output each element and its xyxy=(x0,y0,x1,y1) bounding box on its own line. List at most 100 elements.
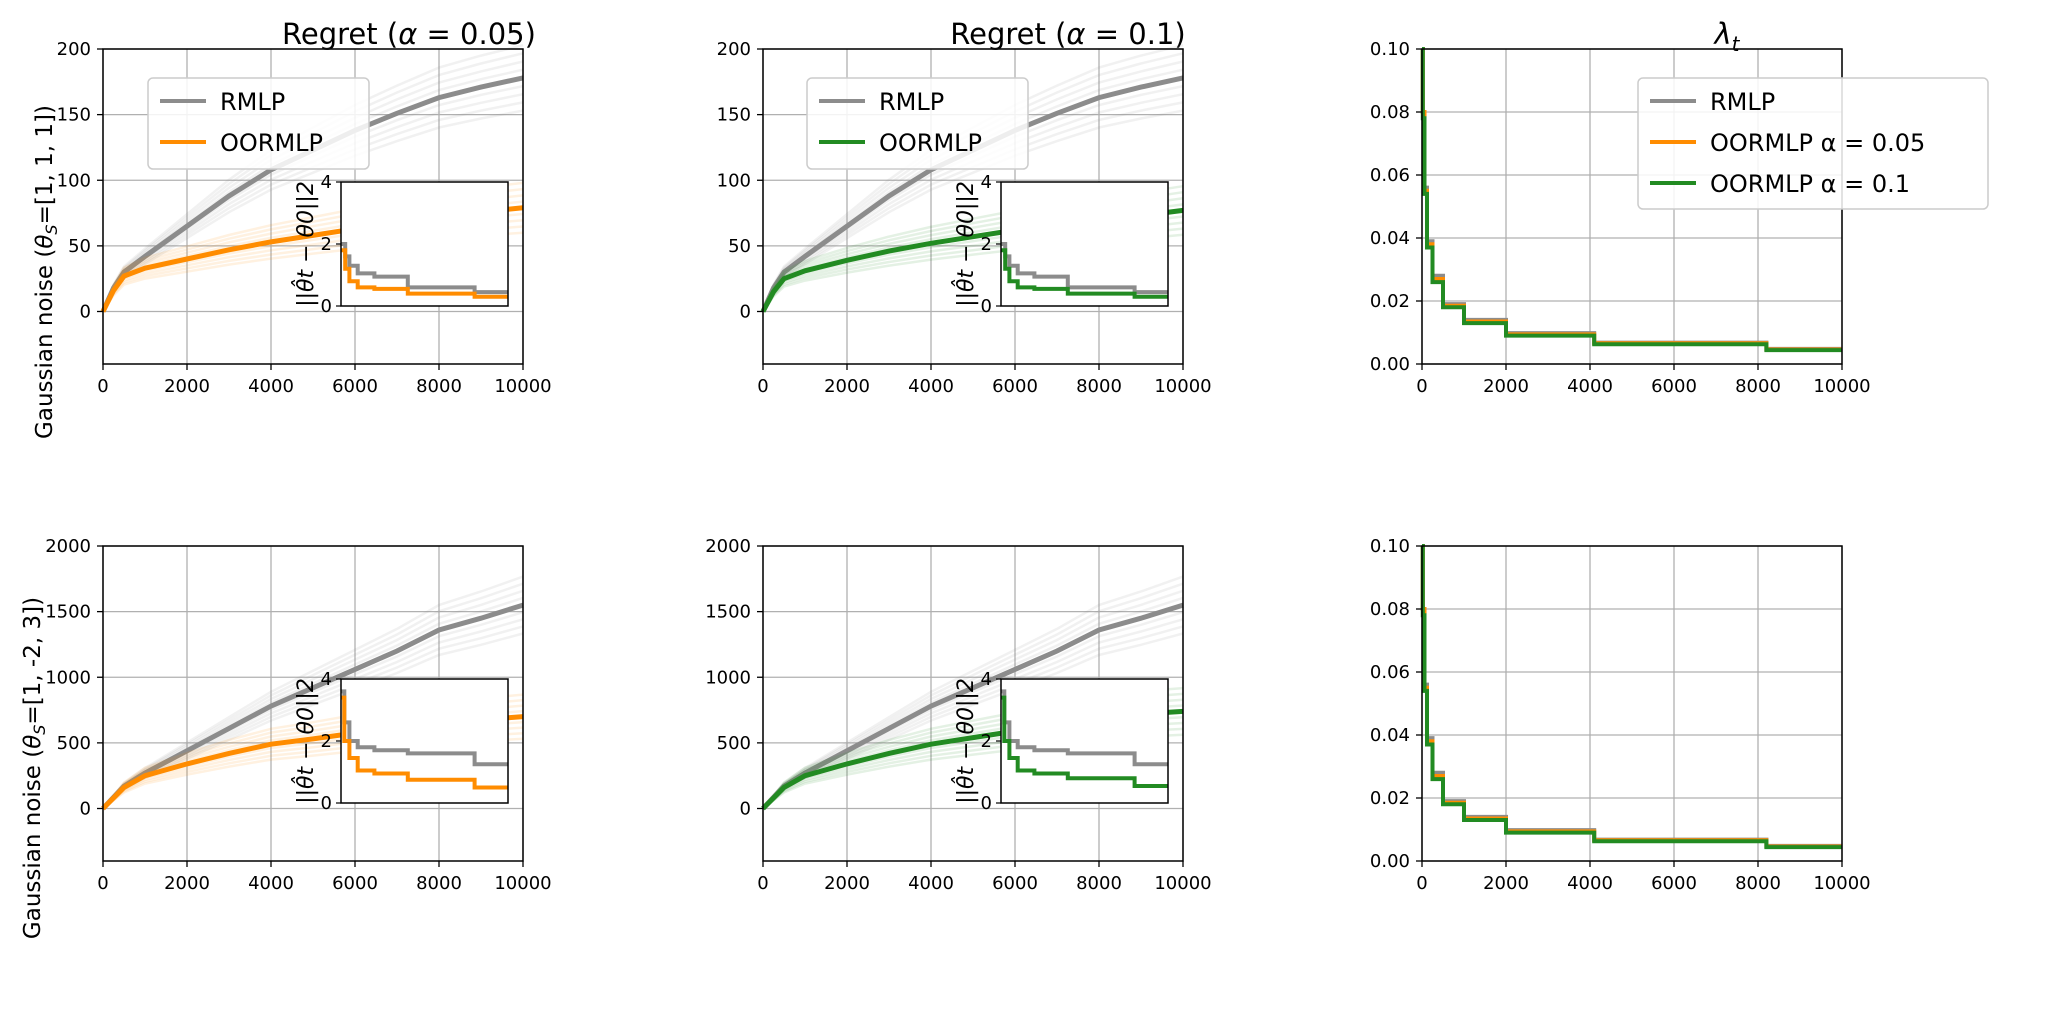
x-tick-label: 2000 xyxy=(824,873,870,894)
x-tick-label: 2000 xyxy=(164,376,210,397)
inset-y-label: ||θ̂t − θ0||2 xyxy=(952,678,979,804)
x-tick-label: 0 xyxy=(1416,873,1427,894)
y-tick-label: 0 xyxy=(80,799,91,820)
y-tick-label: 2000 xyxy=(705,536,751,557)
inset-y-tick-label: 2 xyxy=(981,234,992,255)
y-tick-label: 500 xyxy=(717,733,751,754)
y-tick-label: 0.06 xyxy=(1370,165,1410,186)
x-tick-label: 10000 xyxy=(1813,376,1870,397)
axes-frame xyxy=(1421,545,1843,862)
inset-r0c1: 0 2 4||θ̂t − θ0||2 xyxy=(952,172,1169,317)
y-tick-label: 1500 xyxy=(45,602,91,623)
y-tick-label: 0.00 xyxy=(1370,851,1410,872)
x-tick-label: 4000 xyxy=(248,873,294,894)
panel-r0c2: 0 2000 4000 6000 8000 10000 0.00 0.02 0.04 0.06 0.… xyxy=(1370,39,1871,397)
legend-label-oormlp-01: OORMLP α = 0.1 xyxy=(1710,170,1910,198)
row-label-1: Gaussian noise (θS=[1, -2, 3]) xyxy=(20,597,49,939)
inset-y-tick-label: 4 xyxy=(981,669,992,690)
y-tick-label: 2000 xyxy=(45,536,91,557)
panel-r0c0: 0 2000 4000 6000 8000 10000050100150200024||θ… xyxy=(57,39,552,397)
x-tick-label: 10000 xyxy=(494,873,551,894)
series-line-oormlp-0-05 xyxy=(1420,544,1842,849)
inset-background xyxy=(1001,679,1168,803)
y-tick-label: 0.06 xyxy=(1370,662,1410,683)
run-line-rmlp xyxy=(762,575,1184,810)
series-line-oormlp-0-1 xyxy=(1420,544,1842,850)
inset-y-label: ||θ̂t − θ0||2 xyxy=(292,181,319,307)
title-col2: λt xyxy=(1712,17,1740,56)
y-tick-label: 50 xyxy=(728,236,751,257)
y-tick-label: 1000 xyxy=(705,667,751,688)
x-tick-label: 8000 xyxy=(1735,873,1781,894)
x-tick-label: 4000 xyxy=(908,376,954,397)
legend-col2: RMLP OORMLP α = 0.05 OORMLP α = 0.1 xyxy=(1637,77,1989,210)
x-tick-label: 6000 xyxy=(332,873,378,894)
legend-label-rmlp: RMLP xyxy=(1710,88,1775,116)
series-line-rmlp xyxy=(100,75,524,313)
x-tick-label: 6000 xyxy=(1651,873,1697,894)
y-tick-label: 0.10 xyxy=(1370,536,1410,557)
y-tick-label: 0.04 xyxy=(1370,228,1410,249)
inset-background xyxy=(341,679,508,803)
inset-r1c1: 0 2 4||θ̂t − θ0||2 xyxy=(952,669,1169,814)
inset-background xyxy=(1001,182,1168,306)
y-tick-label: 150 xyxy=(717,105,751,126)
x-tick-label: 0 xyxy=(97,376,108,397)
legend-label-oormlp: OORMLP xyxy=(879,129,982,157)
row-label-0: Gaussian noise (θS=[1, 1, 1]) xyxy=(32,105,61,439)
panel-r0c1: 0 2000 4000 6000 8000 10000050100150200024||θ… xyxy=(717,39,1212,397)
x-tick-label: 6000 xyxy=(1651,376,1697,397)
y-tick-label: 0.00 xyxy=(1370,354,1410,375)
legend-col1: RMLP OORMLP xyxy=(806,77,1029,170)
x-tick-label: 4000 xyxy=(248,376,294,397)
title-col0: Regret (α = 0.05) xyxy=(282,17,536,51)
y-tick-label: 0.04 xyxy=(1370,725,1410,746)
inset-y-tick-label: 4 xyxy=(981,172,992,193)
x-tick-label: 8000 xyxy=(416,873,462,894)
x-tick-label: 4000 xyxy=(1567,873,1613,894)
y-tick-label: 100 xyxy=(717,170,751,191)
inset-y-tick-label: 0 xyxy=(981,793,992,814)
run-line-rmlp xyxy=(762,582,1184,810)
series-line-rmlp xyxy=(1420,544,1842,848)
y-tick-label: 0.08 xyxy=(1370,102,1410,123)
inset-y-tick-label: 2 xyxy=(981,731,992,752)
series-line-oormlp-0-1 xyxy=(1420,47,1842,353)
x-tick-label: 0 xyxy=(97,873,108,894)
x-tick-label: 6000 xyxy=(992,873,1038,894)
y-tick-label: 200 xyxy=(57,39,91,60)
x-tick-label: 0 xyxy=(1416,376,1427,397)
inset-y-tick-label: 0 xyxy=(321,296,332,317)
x-tick-label: 8000 xyxy=(1076,376,1122,397)
y-tick-label: 500 xyxy=(57,733,91,754)
y-tick-label: 50 xyxy=(68,236,91,257)
panel-r1c0: 0 2000 4000 6000 8000 10000 0 500 1000 1500 2000 0 2… xyxy=(45,536,551,894)
y-tick-label: 0 xyxy=(740,799,751,820)
x-tick-label: 2000 xyxy=(1483,873,1529,894)
inset-line-oormlp xyxy=(1001,248,1168,299)
inset-line-oormlp xyxy=(341,695,508,790)
legend-label-rmlp: RMLP xyxy=(879,88,944,116)
panel-r1c2: 0 2000 4000 6000 8000 10000 0.00 0.02 0.04 0.06 0.… xyxy=(1370,536,1871,894)
run-line-rmlp xyxy=(102,575,524,810)
axes-frame xyxy=(762,48,1184,365)
legend-box xyxy=(1637,77,1989,210)
legend-label-rmlp: RMLP xyxy=(220,88,285,116)
axes-frame xyxy=(102,545,524,862)
x-tick-label: 8000 xyxy=(1735,376,1781,397)
inset-r0c0: 0 2 4||θ̂t − θ0||2 xyxy=(292,172,509,317)
y-tick-label: 150 xyxy=(57,105,91,126)
inset-y-tick-label: 4 xyxy=(321,669,332,690)
panels: 0 2000 4000 6000 8000 10000050100150200024||θ… xyxy=(45,39,1870,894)
axes-frame xyxy=(762,545,1184,862)
legend-col0: RMLP OORMLP xyxy=(147,77,370,170)
axes-frame xyxy=(102,48,524,365)
inset-y-label: ||θ̂t − θ0||2 xyxy=(952,181,979,307)
inset-y-tick-label: 2 xyxy=(321,731,332,752)
x-tick-label: 8000 xyxy=(1076,873,1122,894)
inset-y-tick-label: 0 xyxy=(321,793,332,814)
y-tick-label: 100 xyxy=(57,170,91,191)
x-tick-label: 2000 xyxy=(164,873,210,894)
x-tick-label: 10000 xyxy=(1154,376,1211,397)
